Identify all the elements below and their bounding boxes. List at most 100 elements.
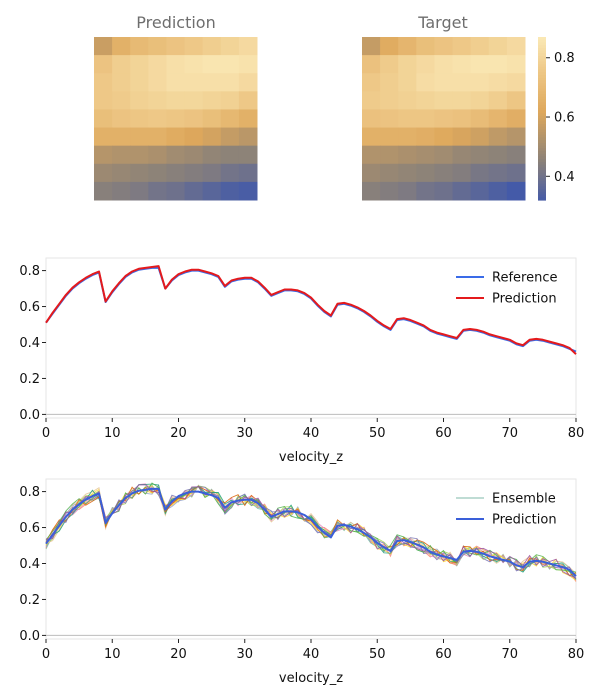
heatmap-cell <box>184 163 204 183</box>
heatmap-target-cells <box>362 37 526 201</box>
heatmap-cell <box>202 91 222 110</box>
heatmap-cell <box>166 55 186 74</box>
heatmap-cell <box>362 73 381 92</box>
colorbar-segment <box>538 197 546 201</box>
y-tick-label: 0.6 <box>19 521 40 536</box>
x-tick-label: 20 <box>170 426 187 441</box>
heatmap-cell <box>398 127 417 147</box>
heatmap-cell <box>434 145 454 165</box>
y-tick-label: 0.0 <box>19 408 40 423</box>
colorbar-segment <box>538 83 546 87</box>
heatmap-cell <box>488 55 508 74</box>
legend-label: Reference <box>492 271 557 286</box>
heatmap-cell <box>220 37 240 56</box>
colorbar-segment <box>538 159 546 163</box>
x-tick-label: 70 <box>501 647 518 662</box>
heatmap-cell <box>506 91 526 110</box>
heatmap-cell <box>416 37 435 56</box>
colorbar-segment <box>538 175 546 179</box>
heatmap-cell <box>416 91 435 110</box>
heatmap-cell <box>202 145 222 165</box>
colorbar-segment <box>538 56 546 60</box>
heatmap-cell <box>398 37 417 56</box>
heatmap-cell <box>112 73 131 92</box>
colorbar-segment <box>538 45 546 49</box>
heatmap-cell <box>112 91 131 110</box>
heatmap-cell <box>184 181 204 201</box>
heatmap-cell <box>220 181 240 201</box>
colorbar-segment <box>538 47 546 52</box>
heatmap-cell <box>112 37 131 56</box>
heatmap-cell <box>362 55 381 74</box>
heatmap-cell <box>148 55 167 74</box>
heatmap-cell <box>452 37 472 56</box>
colorbar-segment <box>538 77 546 82</box>
heatmap-cell <box>452 73 472 92</box>
colorbar-segment <box>538 104 546 109</box>
heatmap-cell <box>434 109 454 129</box>
y-tick-label: 0.6 <box>19 300 40 315</box>
colorbar-segment <box>538 58 546 63</box>
heatmap-cell <box>416 181 435 201</box>
heatmap-cell <box>380 55 399 74</box>
heatmap-cell <box>94 55 113 74</box>
heatmap-cell <box>380 73 399 92</box>
heatmap-cell <box>166 145 186 165</box>
heatmap-cell <box>94 73 113 92</box>
heatmap-cell <box>470 55 490 74</box>
x-tick-label: 50 <box>369 426 386 441</box>
colorbar-segment <box>538 161 546 166</box>
series-line-prediction <box>45 265 577 355</box>
heatmap-cell <box>506 163 526 183</box>
colorbar-segment <box>538 64 546 68</box>
heatmap-cell <box>238 127 258 147</box>
heatmap-cell <box>452 145 472 165</box>
heatmap-cell <box>398 55 417 74</box>
colorbar-segment <box>538 118 546 122</box>
heatmap-cell <box>112 109 131 129</box>
heatmap-cell <box>166 109 186 129</box>
x-tick-label: 0 <box>42 647 50 662</box>
x-tick-label: 30 <box>236 647 253 662</box>
heatmap-cell <box>434 127 454 147</box>
heatmap-cell <box>94 163 113 183</box>
colorbar: 0.4 0.6 0.8 <box>538 37 575 201</box>
x-tick-label: 20 <box>170 647 187 662</box>
x-tick-label: 50 <box>369 647 386 662</box>
heatmap-cell <box>220 145 240 165</box>
y-tick-label: 0.4 <box>19 557 40 572</box>
heatmap-cell <box>184 37 204 56</box>
colorbar-segment <box>538 126 546 130</box>
heatmap-cell <box>184 55 204 74</box>
colorbar-segment <box>538 164 546 168</box>
heatmap-cell <box>434 37 454 56</box>
heatmap-cell <box>488 37 508 56</box>
heatmap-cell <box>362 91 381 110</box>
heatmap-target-title: Target <box>417 13 468 32</box>
colorbar-segment <box>538 137 546 141</box>
heatmap-cell <box>130 109 149 129</box>
heatmap-cell <box>398 91 417 110</box>
heatmap-cell <box>112 55 131 74</box>
colorbar-segment <box>538 186 546 190</box>
heatmap-cell <box>112 163 131 183</box>
colorbar-segment <box>538 107 546 111</box>
line-chart-2-xlabel: velocity_z <box>279 671 343 686</box>
colorbar-segment <box>538 167 546 171</box>
colorbar-segment <box>538 153 546 158</box>
heatmap-cell <box>380 37 399 56</box>
y-tick-label: 0.4 <box>19 336 40 351</box>
colorbar-segment <box>538 148 546 152</box>
heatmap-cell <box>470 73 490 92</box>
heatmap-cell <box>506 55 526 74</box>
heatmap-cell <box>184 145 204 165</box>
colorbar-segment <box>538 94 546 98</box>
x-tick-label: 40 <box>303 647 320 662</box>
heatmap-cell <box>184 73 204 92</box>
heatmap-cell <box>94 127 113 147</box>
colorbar-segment <box>538 170 546 174</box>
x-tick-label: 10 <box>104 426 121 441</box>
heatmap-cell <box>380 109 399 129</box>
colorbar-segment <box>538 115 546 120</box>
heatmap-cell <box>148 127 167 147</box>
